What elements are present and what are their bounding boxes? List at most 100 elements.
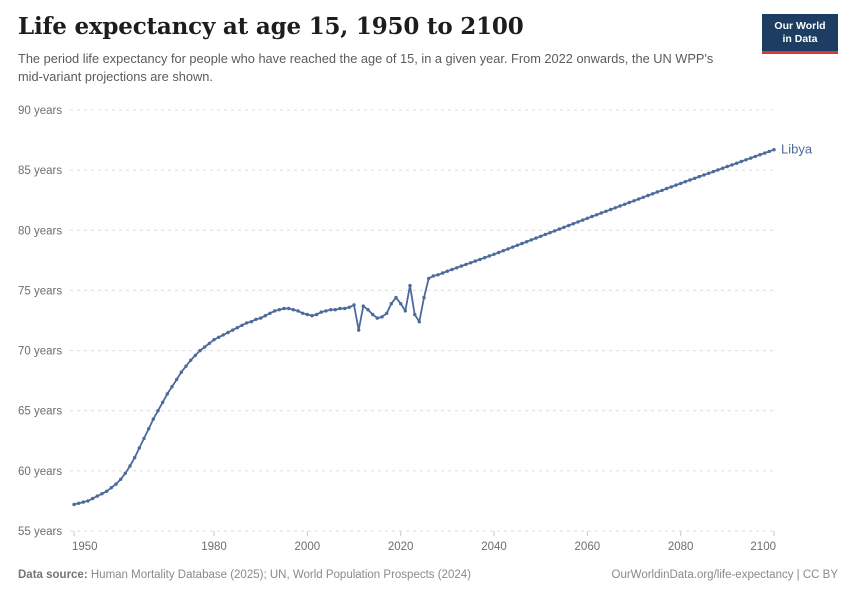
- data-point[interactable]: [772, 148, 776, 152]
- data-point[interactable]: [739, 159, 743, 164]
- data-point[interactable]: [119, 477, 123, 481]
- data-point[interactable]: [403, 309, 407, 313]
- data-point[interactable]: [226, 330, 230, 335]
- data-point[interactable]: [735, 161, 739, 165]
- data-point[interactable]: [193, 353, 197, 358]
- data-point[interactable]: [576, 220, 580, 224]
- data-point[interactable]: [179, 370, 183, 374]
- data-point[interactable]: [753, 154, 757, 159]
- data-point[interactable]: [637, 197, 641, 201]
- data-point[interactable]: [371, 312, 375, 317]
- data-point[interactable]: [693, 176, 697, 180]
- data-point[interactable]: [282, 306, 286, 311]
- data-point[interactable]: [595, 213, 599, 217]
- data-point[interactable]: [478, 257, 482, 262]
- data-point[interactable]: [697, 174, 701, 179]
- data-point[interactable]: [394, 295, 398, 300]
- data-point[interactable]: [273, 309, 277, 313]
- data-point[interactable]: [749, 156, 753, 160]
- data-point[interactable]: [618, 204, 622, 208]
- data-point[interactable]: [506, 247, 510, 251]
- data-point[interactable]: [492, 252, 496, 256]
- data-point[interactable]: [352, 303, 356, 307]
- data-point[interactable]: [604, 209, 608, 213]
- data-point[interactable]: [207, 341, 211, 346]
- data-point[interactable]: [91, 496, 95, 501]
- data-point[interactable]: [422, 295, 426, 300]
- data-point[interactable]: [380, 315, 384, 319]
- data-point[interactable]: [562, 225, 566, 229]
- data-point[interactable]: [464, 262, 468, 267]
- data-point[interactable]: [231, 328, 235, 332]
- data-point[interactable]: [436, 273, 440, 277]
- data-point[interactable]: [366, 308, 370, 312]
- data-point[interactable]: [301, 311, 305, 315]
- data-point[interactable]: [156, 409, 160, 413]
- data-point[interactable]: [389, 302, 393, 306]
- data-point[interactable]: [557, 227, 561, 231]
- data-point[interactable]: [77, 501, 81, 505]
- data-point[interactable]: [543, 232, 547, 237]
- data-point[interactable]: [254, 317, 258, 321]
- data-point[interactable]: [343, 306, 347, 311]
- data-point[interactable]: [319, 310, 323, 314]
- data-point[interactable]: [445, 269, 449, 273]
- data-point[interactable]: [95, 494, 100, 498]
- data-point[interactable]: [263, 314, 267, 318]
- data-point[interactable]: [427, 276, 431, 281]
- data-point[interactable]: [128, 464, 132, 468]
- data-point[interactable]: [483, 256, 487, 260]
- data-point[interactable]: [651, 192, 655, 196]
- data-point[interactable]: [683, 180, 687, 184]
- data-point[interactable]: [175, 377, 179, 382]
- data-point[interactable]: [100, 492, 104, 496]
- data-point[interactable]: [725, 164, 729, 169]
- data-point[interactable]: [170, 385, 174, 389]
- data-point[interactable]: [203, 345, 207, 349]
- data-point[interactable]: [142, 436, 146, 441]
- series-libya[interactable]: Libya: [72, 142, 813, 507]
- data-point[interactable]: [497, 250, 501, 255]
- data-point[interactable]: [217, 335, 221, 339]
- data-point[interactable]: [329, 308, 333, 312]
- data-point[interactable]: [599, 211, 603, 215]
- data-point[interactable]: [198, 348, 202, 353]
- data-point[interactable]: [487, 254, 491, 258]
- data-point[interactable]: [539, 234, 543, 238]
- data-point[interactable]: [245, 321, 249, 325]
- data-point[interactable]: [730, 163, 734, 167]
- data-point[interactable]: [105, 489, 109, 493]
- series-end-label[interactable]: Libya: [781, 142, 813, 157]
- data-point[interactable]: [417, 320, 421, 324]
- data-point[interactable]: [548, 231, 552, 235]
- data-point[interactable]: [324, 309, 328, 313]
- data-point[interactable]: [674, 183, 678, 187]
- data-point[interactable]: [114, 482, 118, 486]
- data-point[interactable]: [688, 178, 692, 182]
- data-point[interactable]: [310, 314, 314, 318]
- data-point[interactable]: [669, 185, 673, 189]
- data-point[interactable]: [268, 311, 272, 315]
- data-point[interactable]: [553, 229, 557, 233]
- data-point[interactable]: [679, 181, 683, 186]
- owid-link[interactable]: OurWorldinData.org/life-expectancy | CC …: [611, 569, 838, 581]
- data-point[interactable]: [338, 306, 342, 311]
- data-point[interactable]: [431, 274, 435, 278]
- data-point[interactable]: [249, 320, 253, 324]
- data-point[interactable]: [529, 238, 533, 242]
- data-point[interactable]: [287, 306, 291, 311]
- data-point[interactable]: [459, 264, 463, 268]
- data-point[interactable]: [473, 259, 477, 263]
- data-point[interactable]: [147, 427, 151, 431]
- data-point[interactable]: [277, 308, 281, 312]
- data-point[interactable]: [86, 499, 90, 503]
- data-point[interactable]: [109, 486, 114, 490]
- data-point[interactable]: [534, 236, 538, 240]
- data-point[interactable]: [581, 218, 585, 222]
- data-point[interactable]: [347, 305, 351, 309]
- data-point[interactable]: [221, 333, 225, 337]
- data-point[interactable]: [240, 323, 244, 327]
- data-point[interactable]: [721, 166, 725, 170]
- data-point[interactable]: [184, 364, 188, 368]
- data-point[interactable]: [590, 214, 594, 219]
